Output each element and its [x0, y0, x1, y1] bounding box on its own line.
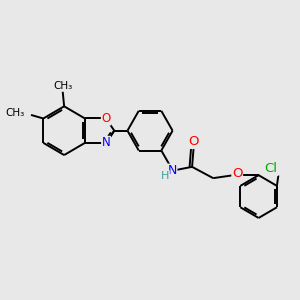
Text: H: H	[161, 171, 169, 181]
Text: O: O	[101, 112, 111, 125]
Text: N: N	[102, 136, 110, 149]
Text: N: N	[167, 164, 177, 177]
Text: O: O	[232, 167, 242, 180]
Text: CH₃: CH₃	[53, 81, 72, 91]
Text: Cl: Cl	[265, 162, 278, 176]
Text: CH₃: CH₃	[5, 108, 25, 118]
Text: O: O	[188, 135, 199, 148]
